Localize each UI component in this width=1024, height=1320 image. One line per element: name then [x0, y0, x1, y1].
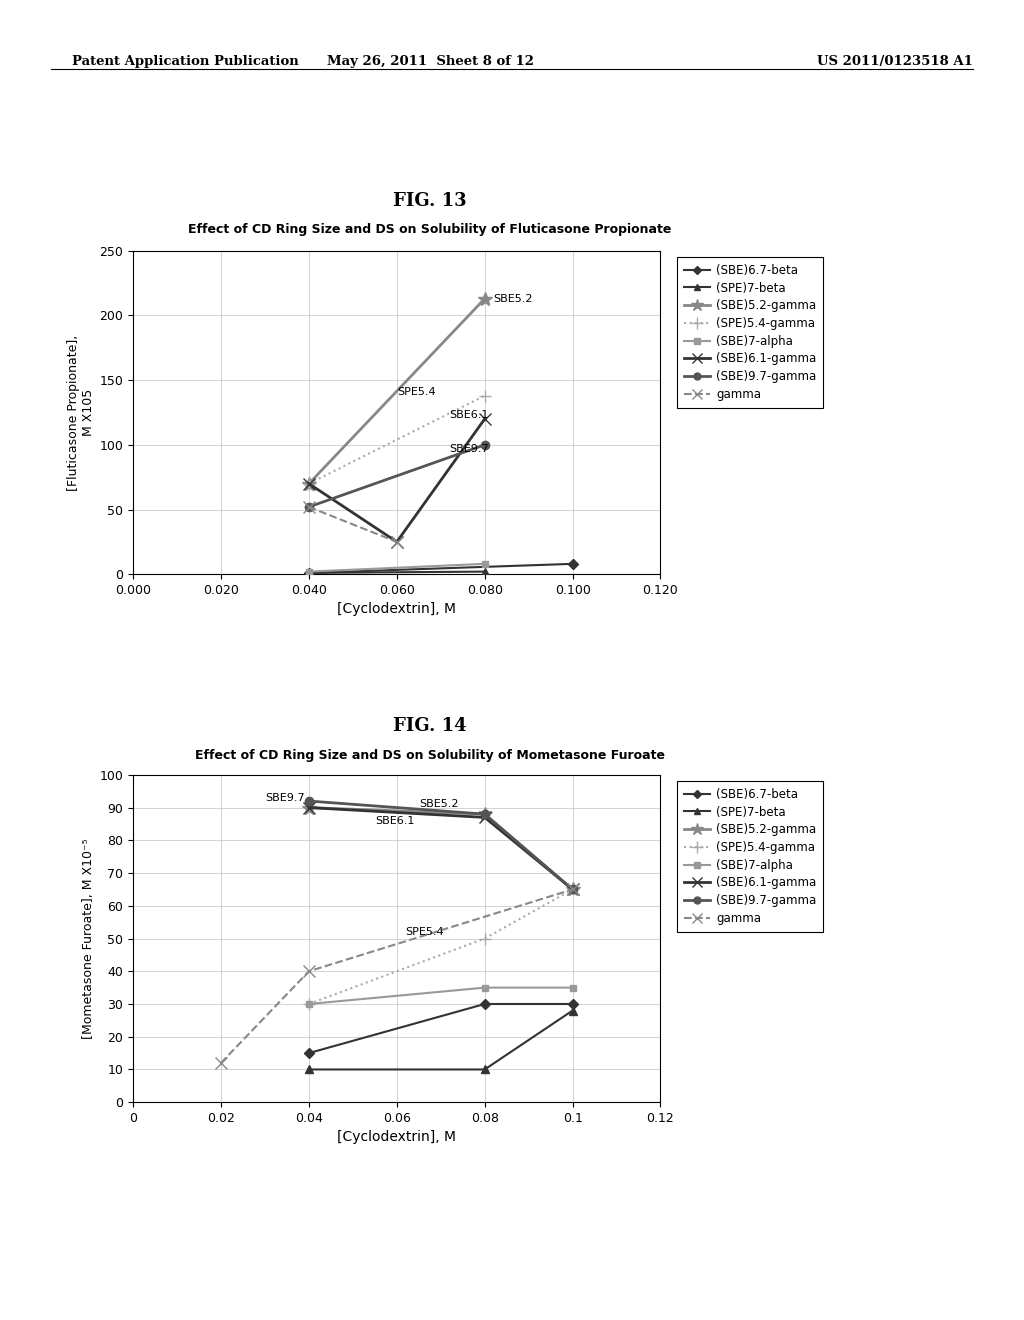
Text: FIG. 13: FIG. 13: [393, 191, 467, 210]
Text: SBE9.7: SBE9.7: [265, 793, 304, 803]
Text: US 2011/0123518 A1: US 2011/0123518 A1: [817, 55, 973, 69]
Text: SBE6.1: SBE6.1: [375, 816, 414, 826]
Text: May 26, 2011  Sheet 8 of 12: May 26, 2011 Sheet 8 of 12: [327, 55, 534, 69]
Text: Patent Application Publication: Patent Application Publication: [72, 55, 298, 69]
Text: Effect of CD Ring Size and DS on Solubility of Fluticasone Propionate: Effect of CD Ring Size and DS on Solubil…: [188, 223, 672, 236]
Text: SBE6.1: SBE6.1: [450, 411, 488, 420]
Text: Effect of CD Ring Size and DS on Solubility of Mometasone Furoate: Effect of CD Ring Size and DS on Solubil…: [196, 748, 665, 762]
X-axis label: [Cyclodextrin], M: [Cyclodextrin], M: [337, 602, 457, 616]
X-axis label: [Cyclodextrin], M: [Cyclodextrin], M: [337, 1130, 457, 1144]
Y-axis label: [Mometasone Furoate], M X10⁻⁵: [Mometasone Furoate], M X10⁻⁵: [82, 838, 95, 1039]
Legend: (SBE)6.7-beta, (SPE)7-beta, (SBE)5.2-gamma, (SPE)5.4-gamma, (SBE)7-alpha, (SBE)6: (SBE)6.7-beta, (SPE)7-beta, (SBE)5.2-gam…: [677, 780, 823, 932]
Text: SBE5.2: SBE5.2: [419, 800, 459, 809]
Text: SPE5.4: SPE5.4: [397, 387, 435, 397]
Text: SPE5.4: SPE5.4: [406, 927, 444, 937]
Legend: (SBE)6.7-beta, (SPE)7-beta, (SBE)5.2-gamma, (SPE)5.4-gamma, (SBE)7-alpha, (SBE)6: (SBE)6.7-beta, (SPE)7-beta, (SBE)5.2-gam…: [677, 256, 823, 408]
Y-axis label: [Fluticasone Propionate],
M X105: [Fluticasone Propionate], M X105: [68, 334, 95, 491]
Text: SBE9.7: SBE9.7: [450, 444, 489, 454]
Text: SBE5.2: SBE5.2: [494, 293, 532, 304]
Text: FIG. 14: FIG. 14: [393, 717, 467, 735]
